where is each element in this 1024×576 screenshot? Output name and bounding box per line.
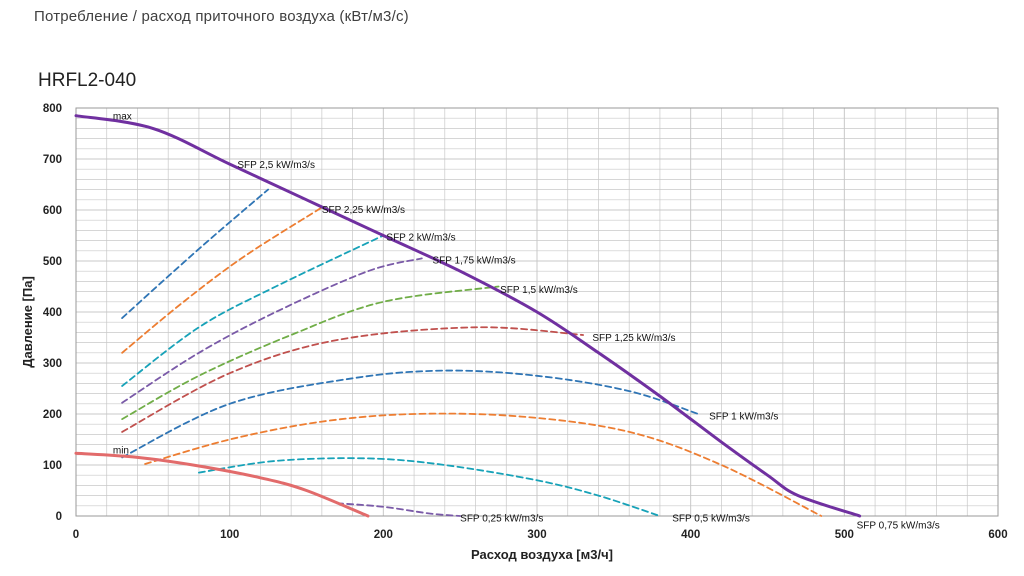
curve-label: SFP 2,25 kW/m3/s [322, 205, 405, 216]
series-line-sfp-0-5 [198, 457, 661, 517]
series-line-sfp-1-5 [121, 285, 500, 420]
series-line-sfp-2 [121, 234, 385, 387]
x-axis-label: Расход воздуха [м3/ч] [471, 547, 613, 562]
y-tick-label: 700 [43, 154, 62, 166]
curve-label: SFP 1,75 kW/m3/s [433, 255, 516, 266]
chart-model-title: HRFL2-040 [38, 70, 137, 91]
series-line-max [74, 114, 862, 518]
x-tick-label: 300 [527, 529, 546, 541]
x-tick-label: 600 [988, 529, 1007, 541]
series-line-sfp-1-75 [121, 257, 423, 404]
y-axis-label: Давление [Па] [20, 276, 35, 368]
curve-label: SFP 0,75 kW/m3/s [857, 521, 940, 532]
curve-label: SFP 0,25 kW/m3/s [460, 514, 543, 525]
curve-label: SFP 2,5 kW/m3/s [237, 160, 315, 171]
chart-annotations: max min SFP 2,5 kW/m3/s SFP 2,25 kW/m3/s SFP… [113, 112, 940, 532]
y-tick-label: 400 [43, 307, 62, 319]
curve-label: SFP 2 kW/m3/s [386, 233, 455, 244]
y-tick-label: 300 [43, 358, 62, 370]
series-line-min [74, 451, 370, 518]
series-line-sfp-0-25 [336, 502, 462, 517]
curve-label: SFP 1,5 kW/m3/s [500, 285, 578, 296]
x-tick-label: 400 [681, 529, 700, 541]
y-tick-label: 0 [56, 511, 62, 523]
y-tick-label: 800 [43, 103, 62, 115]
y-tick-label: 100 [43, 460, 62, 472]
curve-label: max [113, 112, 132, 123]
y-tick-label: 500 [43, 256, 62, 268]
x-tick-label: 100 [220, 529, 239, 541]
x-tick-label: 200 [374, 529, 393, 541]
series-line-sfp-1-25 [121, 326, 584, 433]
series-line-sfp-2-5 [121, 188, 269, 319]
chart-axes: 0 100 200 300 400 500 600 0 100 200 300 400 500 600 70… [43, 103, 1008, 541]
curve-label: SFP 0,5 kW/m3/s [672, 514, 750, 525]
y-tick-label: 200 [43, 409, 62, 421]
curve-label: SFP 1,25 kW/m3/s [592, 333, 675, 344]
chart-series [74, 114, 862, 518]
series-line-sfp-1 [121, 369, 700, 459]
y-tick-label: 600 [43, 205, 62, 217]
curve-label: min [113, 446, 129, 457]
x-tick-label: 500 [835, 529, 854, 541]
series-line-sfp-0-75 [144, 412, 823, 517]
curve-label: SFP 1 kW/m3/s [709, 412, 778, 423]
page-header-title: Потребление / расход приточного воздуха … [34, 8, 409, 25]
series-line-sfp-2-25 [121, 206, 323, 354]
plot-frame [75, 107, 999, 517]
x-tick-label: 0 [73, 529, 79, 541]
